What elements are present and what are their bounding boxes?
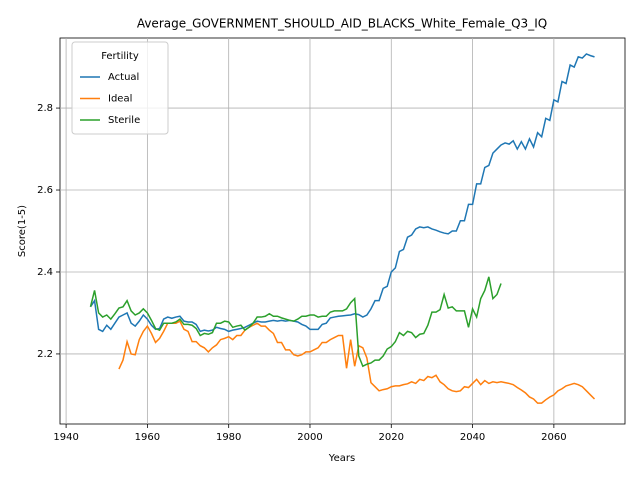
x-tick-label: 1940 <box>53 432 78 443</box>
x-axis-label: Years <box>328 453 355 464</box>
series-line <box>118 320 596 404</box>
legend-box <box>71 41 169 135</box>
series-line <box>89 276 502 368</box>
legend-label: Sterile <box>108 115 140 126</box>
x-tick-label: 1980 <box>216 432 241 443</box>
x-tick-label: 2020 <box>379 432 404 443</box>
y-tick-label: 2.6 <box>37 185 53 196</box>
y-tick-label: 2.2 <box>37 349 53 360</box>
grid <box>60 38 625 424</box>
x-tick-label: 2000 <box>297 432 322 443</box>
x-tick-label: 2040 <box>460 432 485 443</box>
x-tick-label: 2060 <box>541 432 566 443</box>
lines <box>89 53 596 404</box>
legend-label: Ideal <box>108 94 132 105</box>
legend-label: Actual <box>108 72 139 83</box>
y-tick-label: 2.4 <box>37 267 53 278</box>
series-line <box>89 53 595 333</box>
x-tick-label: 1960 <box>135 432 160 443</box>
y-tick-label: 2.8 <box>37 103 53 114</box>
legend-title: Fertility <box>101 51 139 62</box>
y-axis-label: Score(1-5) <box>17 205 28 257</box>
chart-title: Average_GOVERNMENT_SHOULD_AID_BLACKS_Whi… <box>137 17 547 31</box>
legend: Fertility Actual Ideal Sterile <box>71 41 169 135</box>
plot-frame <box>59 37 626 425</box>
